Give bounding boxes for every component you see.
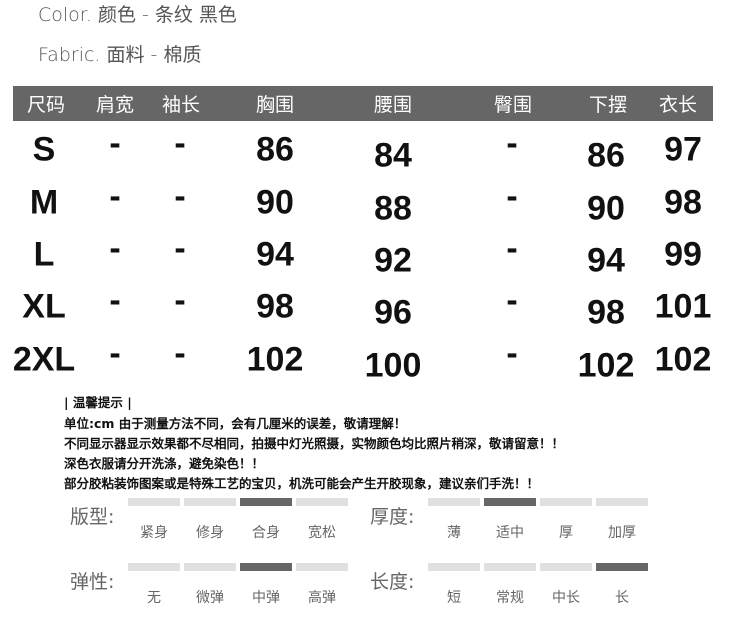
scale-option: 中弹 bbox=[252, 590, 280, 606]
table-cell: - bbox=[109, 334, 121, 373]
scale-option: 短 bbox=[447, 590, 461, 606]
column-header: 腰围 bbox=[373, 94, 413, 116]
scale-option: 宽松 bbox=[308, 525, 336, 541]
size-label: M bbox=[29, 183, 59, 222]
table-cell: 98 bbox=[256, 287, 294, 326]
scale-option: 薄 bbox=[447, 525, 461, 541]
scale-bar bbox=[596, 498, 648, 506]
tip-line: 深色衣服请分开洗涤，避免染色！！ bbox=[64, 456, 265, 471]
fabric-info: Fabric. 面料 - 棉质 bbox=[38, 44, 202, 66]
table-cell: - bbox=[174, 334, 186, 373]
scale-bar bbox=[184, 563, 236, 571]
scale-option: 微弹 bbox=[196, 590, 224, 606]
table-cell: - bbox=[174, 281, 186, 320]
scale-bar bbox=[184, 498, 236, 506]
size-label: L bbox=[33, 235, 55, 274]
table-cell: 86 bbox=[256, 130, 294, 169]
table-cell: - bbox=[174, 124, 186, 163]
scale-label: 版型: bbox=[70, 506, 115, 528]
scale-option: 长 bbox=[615, 590, 629, 606]
scale-option: 合身 bbox=[252, 525, 280, 541]
column-header: 尺码 bbox=[26, 94, 66, 116]
size-label: S bbox=[32, 130, 56, 169]
table-cell: - bbox=[506, 334, 518, 373]
scale-bar-selected bbox=[240, 563, 292, 571]
scale-bar bbox=[484, 563, 536, 571]
table-cell: 90 bbox=[256, 183, 294, 222]
scale-label: 厚度: bbox=[370, 506, 415, 528]
scale-option: 厚 bbox=[559, 525, 573, 541]
table-cell: - bbox=[506, 229, 518, 268]
table-cell: 96 bbox=[374, 293, 412, 332]
tip-line: 部分胶粘装饰图案或是特殊工艺的宝贝，机洗可能会产生开胶现象，建议亲们手洗！！ bbox=[64, 476, 540, 491]
table-cell: 88 bbox=[374, 189, 412, 228]
table-cell: 102 bbox=[654, 340, 712, 379]
scale-bar bbox=[428, 563, 480, 571]
table-cell: 92 bbox=[374, 241, 412, 280]
scale-bar bbox=[128, 563, 180, 571]
column-header: 袖长 bbox=[161, 94, 201, 116]
scale-bar bbox=[296, 563, 348, 571]
scale-bar bbox=[128, 498, 180, 506]
scale-option: 常规 bbox=[496, 590, 524, 606]
column-header: 胸围 bbox=[255, 94, 295, 116]
table-cell: - bbox=[109, 177, 121, 216]
table-cell: 94 bbox=[587, 241, 625, 280]
scale-option: 修身 bbox=[196, 525, 224, 541]
scale-bar-selected bbox=[240, 498, 292, 506]
scale-bar-selected bbox=[484, 498, 536, 506]
scale-option: 中长 bbox=[552, 590, 580, 606]
column-header: 下摆 bbox=[588, 94, 628, 116]
table-cell: 84 bbox=[374, 136, 412, 175]
scale-option: 加厚 bbox=[608, 525, 636, 541]
table-cell: 98 bbox=[664, 183, 702, 222]
table-cell: - bbox=[506, 177, 518, 216]
table-cell: - bbox=[109, 229, 121, 268]
scale-bar-selected bbox=[596, 563, 648, 571]
scale-option: 紧身 bbox=[140, 525, 168, 541]
table-cell: - bbox=[174, 229, 186, 268]
table-cell: 98 bbox=[587, 293, 625, 332]
column-header: 衣长 bbox=[658, 94, 698, 116]
color-info: Color. 颜色 - 条纹 黑色 bbox=[38, 4, 237, 26]
table-cell: 100 bbox=[364, 346, 422, 385]
scale-bar bbox=[296, 498, 348, 506]
tip-line: 单位:cm 由于测量方法不同，会有几厘米的误差，敬请理解！ bbox=[64, 416, 407, 431]
column-header: 臀围 bbox=[493, 94, 533, 116]
table-cell: - bbox=[174, 177, 186, 216]
table-cell: 102 bbox=[577, 346, 635, 385]
table-cell: 97 bbox=[664, 130, 702, 169]
table-cell: 101 bbox=[654, 287, 712, 326]
table-cell: 86 bbox=[587, 136, 625, 175]
scale-label: 弹性: bbox=[70, 571, 115, 593]
table-cell: - bbox=[109, 124, 121, 163]
size-label: 2XL bbox=[12, 340, 76, 379]
scale-option: 适中 bbox=[496, 525, 524, 541]
table-header: 尺码 肩宽 袖长 胸围 腰围 臀围 下摆 衣长 bbox=[13, 86, 713, 121]
scale-option: 无 bbox=[147, 590, 161, 606]
tip-line: 不同显示器显示效果都不尽相同，拍摄中灯光照摄，实物颜色均比照片稍深，敬请留意！！ bbox=[64, 436, 565, 451]
table-cell: 94 bbox=[256, 235, 294, 274]
scale-option: 高弹 bbox=[308, 590, 336, 606]
column-header: 肩宽 bbox=[95, 94, 135, 116]
table-cell: - bbox=[506, 281, 518, 320]
table-cell: 99 bbox=[664, 235, 702, 274]
scale-label: 长度: bbox=[370, 571, 415, 593]
tips-title: | 温馨提示 | bbox=[64, 395, 132, 410]
size-label: XL bbox=[22, 287, 66, 326]
scale-bar bbox=[428, 498, 480, 506]
scale-bar bbox=[540, 498, 592, 506]
table-cell: - bbox=[109, 281, 121, 320]
table-cell: 90 bbox=[587, 189, 625, 228]
table-cell: - bbox=[506, 124, 518, 163]
table-cell: 102 bbox=[246, 340, 304, 379]
scale-bar bbox=[540, 563, 592, 571]
